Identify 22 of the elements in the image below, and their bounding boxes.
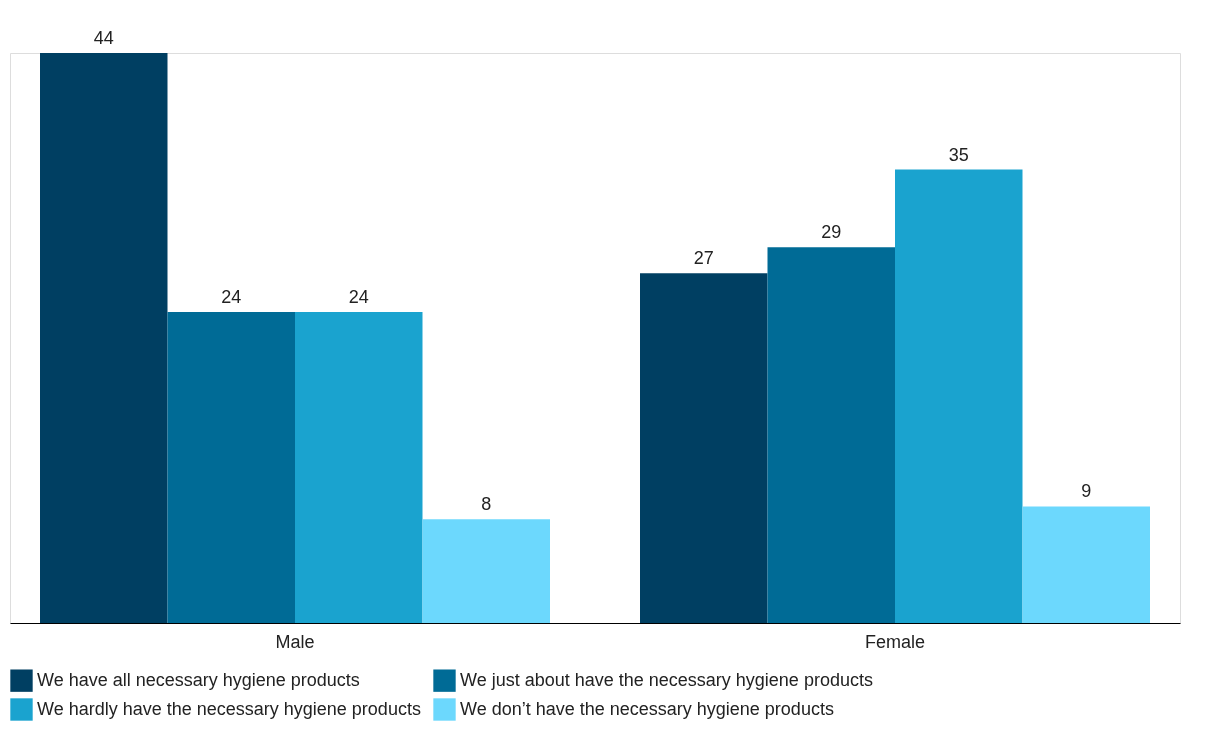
bar — [767, 247, 895, 623]
bar — [422, 519, 550, 623]
data-label: 29 — [821, 222, 842, 243]
bar — [640, 273, 768, 623]
data-label: 24 — [348, 287, 369, 308]
bar — [40, 53, 168, 623]
data-label: 27 — [693, 248, 714, 269]
legend-label: We just about have the necessary hygiene products — [460, 669, 873, 690]
data-label: 35 — [948, 144, 969, 165]
bar — [895, 169, 1023, 623]
data-label: 9 — [1081, 481, 1092, 502]
legend-label: We have all necessary hygiene products — [37, 669, 360, 690]
data-label: 44 — [93, 28, 114, 48]
x-tick-label: Female — [864, 631, 926, 652]
bar — [1022, 506, 1150, 623]
data-label: 8 — [481, 494, 492, 515]
x-tick-label: Male — [275, 631, 315, 652]
legend-label: We hardly have the necessary hygiene products — [37, 698, 421, 719]
bar — [167, 312, 295, 623]
data-label: 24 — [221, 287, 242, 308]
bar — [295, 312, 423, 623]
legend-label: We don’t have the necessary hygiene products — [460, 698, 834, 719]
